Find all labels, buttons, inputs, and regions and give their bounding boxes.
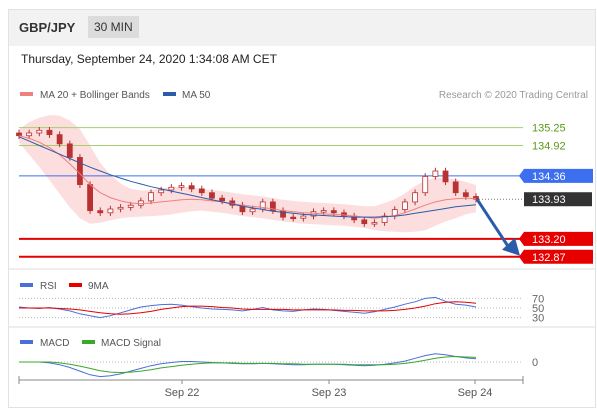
rsi-legend-label: RSI: [40, 281, 57, 292]
candle: [320, 210, 327, 213]
candle: [56, 134, 63, 145]
candle: [432, 170, 439, 177]
candle: [330, 210, 337, 214]
macd-signal-legend-swatch: [82, 340, 95, 344]
candle: [452, 181, 459, 194]
forecast-arrow-shaft: [475, 198, 511, 249]
rsi-line: [18, 296, 477, 319]
current-price-tag: [524, 192, 592, 207]
rsi-axis-label: 70: [532, 293, 544, 305]
time-axis-label: Sep 22: [165, 387, 200, 399]
time-axis-label: Sep 24: [458, 387, 493, 399]
rsi-ma-legend-swatch: [69, 283, 82, 287]
candle: [462, 192, 469, 197]
candle: [178, 185, 185, 188]
candle: [300, 215, 307, 219]
candle: [107, 208, 114, 214]
candle: [168, 186, 175, 191]
candle: [381, 215, 388, 223]
ma20-line: [18, 135, 477, 219]
timestamp: Thursday, September 24, 2020 1:34:08 AM …: [21, 52, 277, 66]
rsi-axis-label: 30: [532, 313, 544, 325]
ma50-legend-label: MA 50: [182, 90, 211, 101]
current-price-label: 133.93: [532, 194, 566, 206]
candle: [127, 204, 134, 208]
resistance-level-label: 134.92: [532, 140, 566, 152]
pivot-level-tag: [519, 168, 593, 183]
research-credit: Research © 2020 Trading Central: [439, 90, 588, 101]
candle: [269, 201, 276, 212]
support-level-label: 132.87: [532, 252, 566, 264]
candle: [87, 184, 93, 212]
support-level-label: 133.20: [532, 234, 566, 246]
macd-signal-line: [19, 355, 477, 374]
candle: [97, 210, 104, 214]
candle: [198, 188, 205, 194]
candle: [402, 201, 408, 210]
candle: [422, 176, 429, 194]
candle: [158, 189, 165, 194]
candle: [16, 132, 22, 137]
macd-axis-label: 0: [532, 357, 538, 369]
candle: [66, 143, 73, 158]
ma50-line: [18, 136, 477, 218]
rsi-ma-line: [19, 301, 477, 315]
support-level-tag: [519, 249, 593, 264]
candle: [473, 196, 479, 200]
price-panel: 135.25 134.92 134.36 133.93 133.20 132.87: [16, 115, 593, 264]
candle: [280, 210, 286, 218]
macd-signal-legend-label: MACD Signal: [101, 338, 161, 349]
macd-line: [19, 353, 477, 378]
ma20-legend-label: MA 20 + Bollinger Bands: [40, 90, 150, 101]
candle: [26, 132, 33, 137]
rsi-axis-label: 50: [532, 303, 544, 315]
candle: [249, 208, 256, 213]
candle: [361, 219, 368, 225]
rsi-ma-legend-label: 9MA: [88, 281, 109, 292]
support-level-tag: [519, 231, 593, 246]
resistance-level-label: 135.25: [532, 123, 566, 135]
macd-legend-label: MACD: [40, 338, 69, 349]
candle: [148, 192, 154, 202]
candle: [46, 129, 53, 136]
pivot-level-label: 134.36: [532, 171, 566, 183]
macd-panel: 0: [19, 353, 538, 378]
candle: [117, 206, 124, 210]
candle: [77, 157, 83, 185]
chart-header: GBP/JPY 30 MIN: [9, 10, 595, 46]
timeframe-badge[interactable]: 30 MIN: [88, 16, 139, 38]
rsi-legend-swatch: [20, 283, 33, 287]
ma50-legend-swatch: [163, 92, 176, 96]
candle: [290, 216, 297, 220]
candle: [442, 170, 449, 183]
time-axis: Sep 22 Sep 23 Sep 24: [18, 376, 524, 399]
candle: [209, 192, 215, 199]
time-axis-label: Sep 23: [312, 387, 347, 399]
macd-legend-swatch: [20, 340, 33, 344]
candle: [188, 185, 195, 190]
candle: [371, 222, 378, 225]
candle: [412, 192, 418, 203]
ma20-legend-swatch: [20, 92, 33, 96]
candle: [36, 129, 43, 134]
forecast-arrow-head: [502, 237, 520, 256]
currency-pair-title: GBP/JPY: [19, 20, 76, 35]
candle: [219, 197, 226, 202]
